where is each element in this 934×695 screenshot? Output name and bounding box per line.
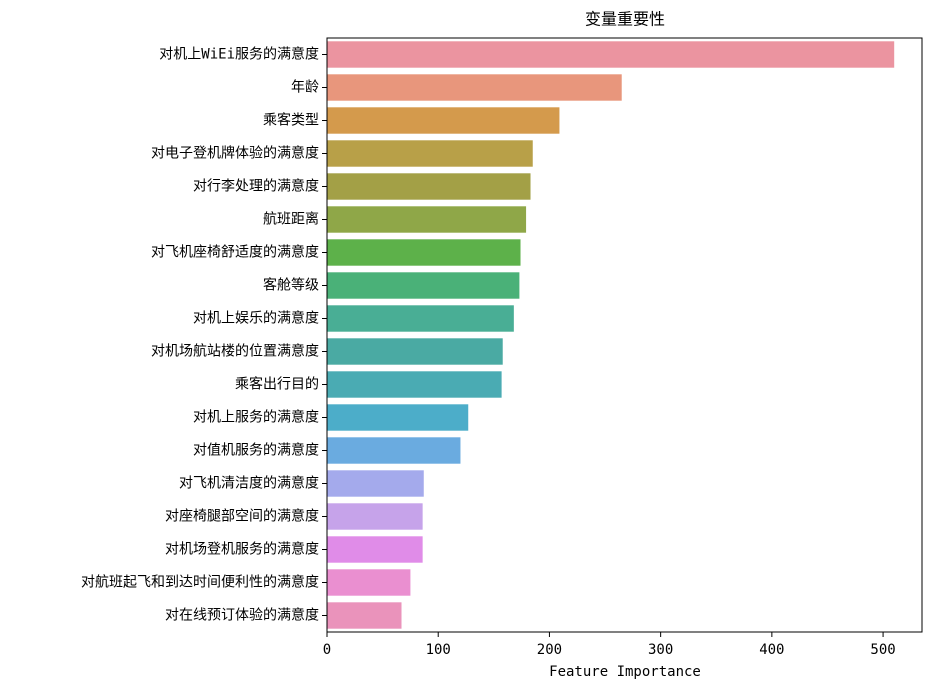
bar <box>327 239 521 266</box>
y-tick-label: 对机上服务的满意度 <box>193 409 319 426</box>
bar <box>327 371 502 398</box>
bar <box>327 173 531 200</box>
bar <box>327 602 402 629</box>
y-tick-label: 对座椅腿部空间的满意度 <box>165 508 319 525</box>
y-tick-label: 对飞机座椅舒适度的满意度 <box>151 244 319 261</box>
x-tick-label: 0 <box>323 642 331 658</box>
y-tick-label: 对航班起飞和到达时间便利性的满意度 <box>81 574 319 591</box>
y-tick-label: 对飞机清洁度的满意度 <box>179 475 319 492</box>
bar <box>327 107 560 134</box>
y-tick-label: 对机上娱乐的满意度 <box>193 310 319 327</box>
bar <box>327 305 514 332</box>
y-tick-label: 年龄 <box>291 80 319 96</box>
bar <box>327 41 895 68</box>
bar <box>327 338 503 365</box>
x-tick-label: 500 <box>870 642 895 658</box>
bar <box>327 206 527 233</box>
bar <box>327 74 622 101</box>
y-tick-label: 客舱等级 <box>263 277 319 294</box>
bar <box>327 140 533 167</box>
x-axis-label: Feature Importance <box>549 664 701 680</box>
x-tick-label: 100 <box>426 642 451 658</box>
chart-title: 变量重要性 <box>585 10 665 29</box>
y-tick-label: 对电子登机牌体验的满意度 <box>151 145 319 162</box>
plot-frame <box>326 37 923 633</box>
y-tick-label: 对机上WiEi服务的满意度 <box>159 46 319 63</box>
y-tick-label: 乘客出行目的 <box>235 376 319 393</box>
bar <box>327 404 469 431</box>
y-tick-label: 对行李处理的满意度 <box>193 178 319 195</box>
bar <box>327 503 423 530</box>
y-tick-label: 对值机服务的满意度 <box>193 442 319 459</box>
y-tick-label: 对机场航站楼的位置满意度 <box>151 343 319 360</box>
y-tick-label: 航班距离 <box>263 211 319 228</box>
bar <box>327 272 520 299</box>
x-tick-label: 200 <box>537 642 562 658</box>
bar <box>327 536 423 563</box>
x-tick-label: 300 <box>648 642 673 658</box>
bar <box>327 470 424 497</box>
bar <box>327 569 411 596</box>
bar <box>327 437 461 464</box>
y-tick-label: 对机场登机服务的满意度 <box>165 541 319 558</box>
y-tick-label: 对在线预订体验的满意度 <box>165 607 319 624</box>
x-tick-label: 400 <box>759 642 784 658</box>
y-tick-label: 乘客类型 <box>263 112 319 129</box>
